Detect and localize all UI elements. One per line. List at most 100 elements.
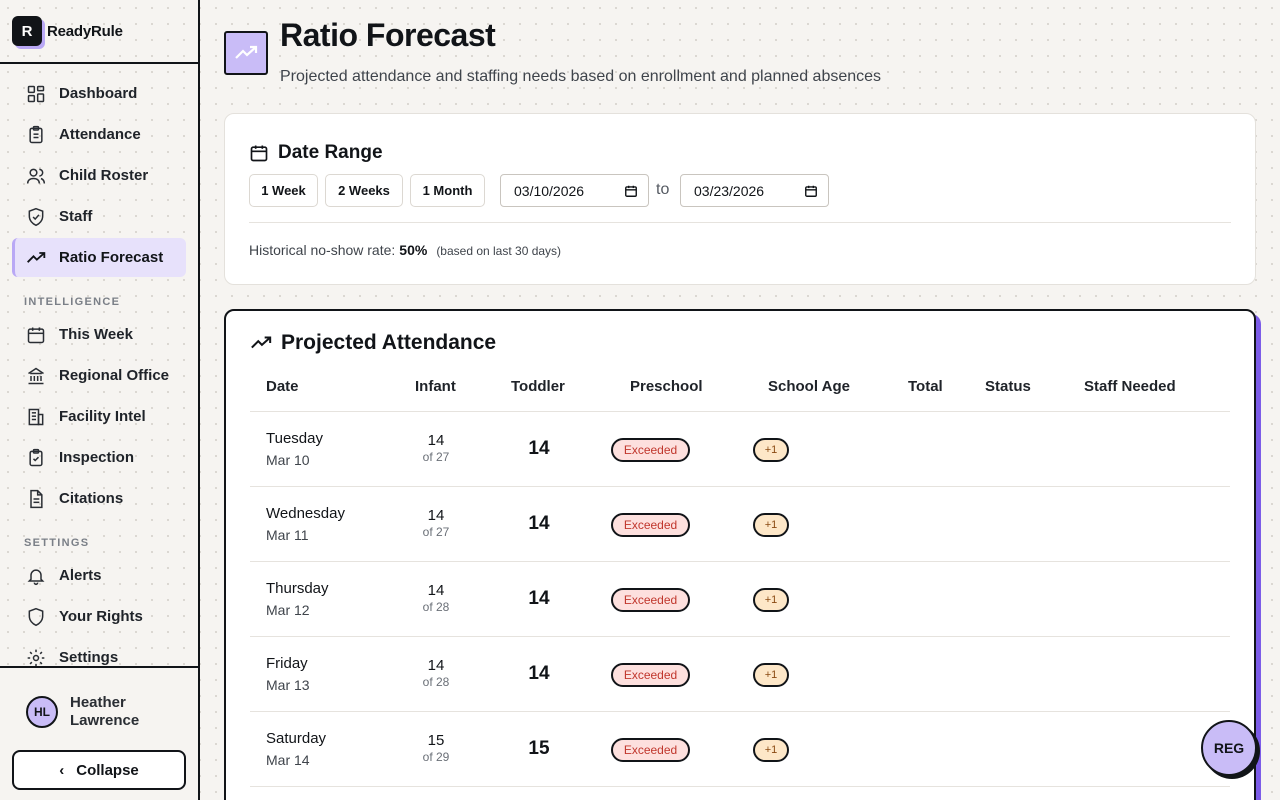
chevron-left-icon: ‹ bbox=[59, 761, 65, 779]
users-icon bbox=[26, 168, 46, 184]
infant-count: 15 bbox=[427, 732, 445, 749]
row-date: Mar 11 bbox=[266, 527, 309, 543]
sidebar-item-regional-office[interactable]: Regional Office bbox=[12, 356, 186, 395]
sidebar-item-alerts[interactable]: Alerts bbox=[12, 556, 186, 595]
sidebar-item-staff[interactable]: Staff bbox=[12, 197, 186, 236]
staff-delta-badge: +1 bbox=[753, 663, 789, 687]
noshow-rate: Historical no-show rate: 50% (based on l… bbox=[249, 242, 561, 258]
trending-up-icon bbox=[251, 336, 272, 349]
status-badge: Exceeded bbox=[611, 513, 690, 537]
attendance-title-text: Projected Attendance bbox=[281, 331, 497, 354]
sidebar: R ReadyRule Dashboard Attendance Child R… bbox=[0, 0, 200, 800]
building-icon bbox=[28, 408, 44, 425]
sidebar-nav: Dashboard Attendance Child Roster Staff … bbox=[12, 74, 186, 666]
sidebar-item-label: Citations bbox=[59, 490, 124, 507]
infant-capacity: of 27 bbox=[422, 450, 450, 464]
col-infant: Infant bbox=[415, 378, 456, 395]
infant-cell: 14 of 28 bbox=[396, 657, 476, 689]
row-day: Wednesday bbox=[266, 505, 345, 522]
infant-capacity: of 28 bbox=[422, 675, 450, 689]
row-date: Mar 14 bbox=[266, 752, 310, 768]
sidebar-item-label: Alerts bbox=[59, 567, 102, 584]
date-range-title: Date Range bbox=[249, 142, 383, 164]
infant-count: 14 bbox=[427, 582, 445, 599]
sidebar-item-label: This Week bbox=[59, 326, 133, 343]
row-day: Saturday bbox=[266, 730, 327, 747]
row-date: Mar 13 bbox=[266, 677, 310, 693]
row-day: Thursday bbox=[266, 580, 329, 597]
infant-count: 14 bbox=[427, 657, 445, 674]
row-date: Mar 10 bbox=[266, 452, 310, 468]
bell-icon bbox=[27, 568, 45, 585]
toddler-count: 14 bbox=[528, 588, 550, 609]
status-badge: Exceeded bbox=[611, 438, 690, 462]
file-text-icon bbox=[30, 489, 43, 508]
reg-floating-button[interactable]: REG bbox=[1201, 720, 1257, 776]
brand[interactable]: R ReadyRule bbox=[0, 0, 198, 64]
calendar-icon bbox=[250, 145, 268, 162]
sidebar-item-dashboard[interactable]: Dashboard bbox=[12, 74, 186, 113]
dashboard-icon bbox=[27, 85, 45, 102]
sidebar-item-settings[interactable]: Settings bbox=[12, 638, 186, 666]
date-range-card: Date Range 1 Week 2 Weeks 1 Month 03/10/… bbox=[224, 113, 1256, 285]
table-row[interactable]: Tuesday Mar 10 14 of 27 14 Exceeded +1 bbox=[250, 412, 1230, 487]
staff-delta-badge: +1 bbox=[753, 438, 789, 462]
page-title: Ratio Forecast bbox=[280, 17, 496, 53]
sidebar-item-facility-intel[interactable]: Facility Intel bbox=[12, 397, 186, 436]
gear-icon bbox=[27, 649, 45, 666]
row-date: Mar 12 bbox=[266, 602, 310, 618]
sidebar-item-label: Settings bbox=[59, 649, 119, 666]
start-date-input[interactable]: 03/10/2026 bbox=[500, 174, 649, 207]
sidebar-item-label: Ratio Forecast bbox=[59, 249, 164, 266]
sidebar-item-attendance[interactable]: Attendance bbox=[12, 115, 186, 154]
brand-logo: R bbox=[12, 16, 42, 46]
sidebar-item-ratio-forecast[interactable]: Ratio Forecast bbox=[12, 238, 186, 277]
noshow-note: (based on last 30 days) bbox=[436, 244, 562, 258]
calendar-icon bbox=[805, 185, 817, 197]
page-icon bbox=[224, 31, 268, 75]
user-name: Heather Lawrence bbox=[70, 694, 140, 729]
infant-cell: 14 of 27 bbox=[396, 432, 476, 464]
shield-check-icon bbox=[28, 207, 44, 226]
sidebar-item-label: Facility Intel bbox=[59, 408, 146, 425]
avatar: HL bbox=[26, 696, 58, 728]
col-date: Date bbox=[266, 378, 299, 395]
preset-1-week-button[interactable]: 1 Week bbox=[249, 174, 318, 207]
collapse-label: Collapse bbox=[76, 761, 139, 779]
sidebar-item-child-roster[interactable]: Child Roster bbox=[12, 156, 186, 195]
section-intelligence: INTELLIGENCE bbox=[24, 296, 121, 308]
sidebar-item-label: Regional Office bbox=[59, 367, 170, 384]
user-profile[interactable]: HL Heather Lawrence bbox=[0, 668, 198, 730]
infant-cell: 14 of 28 bbox=[396, 582, 476, 614]
collapse-button[interactable]: ‹ Collapse bbox=[12, 750, 186, 790]
sidebar-item-this-week[interactable]: This Week bbox=[12, 315, 186, 354]
col-staff-needed: Staff Needed bbox=[1084, 378, 1176, 395]
preset-2-weeks-button[interactable]: 2 Weeks bbox=[325, 174, 403, 207]
preset-1-month-button[interactable]: 1 Month bbox=[410, 174, 485, 207]
toddler-count: 14 bbox=[528, 513, 550, 534]
sidebar-item-citations[interactable]: Citations bbox=[12, 479, 186, 518]
end-date-input[interactable]: 03/23/2026 bbox=[680, 174, 829, 207]
staff-delta-badge: +1 bbox=[753, 588, 789, 612]
table-row[interactable]: Thursday Mar 12 14 of 28 14 Exceeded +1 bbox=[250, 562, 1230, 637]
table-row[interactable]: Saturday Mar 14 15 of 29 15 Exceeded +1 bbox=[250, 712, 1230, 787]
infant-count: 14 bbox=[427, 432, 445, 449]
sidebar-item-label: Dashboard bbox=[59, 85, 138, 102]
noshow-label: Historical no-show rate: bbox=[249, 242, 396, 258]
table-row[interactable]: Wednesday Mar 11 14 of 27 14 Exceeded +1 bbox=[250, 487, 1230, 562]
sidebar-item-your-rights[interactable]: Your Rights bbox=[12, 597, 186, 636]
trending-up-icon bbox=[27, 251, 46, 263]
sidebar-footer: HL Heather Lawrence ‹ Collapse bbox=[0, 666, 198, 800]
toddler-count: 15 bbox=[528, 738, 550, 759]
table-row[interactable]: Friday Mar 13 14 of 28 14 Exceeded +1 bbox=[250, 637, 1230, 712]
status-badge: Exceeded bbox=[611, 588, 690, 612]
end-date-value: 03/23/2026 bbox=[694, 182, 765, 199]
calendar-icon bbox=[625, 185, 637, 197]
trending-up-icon bbox=[235, 45, 258, 59]
calendar-icon bbox=[27, 327, 45, 343]
sidebar-item-inspection[interactable]: Inspection bbox=[12, 438, 186, 477]
infant-capacity: of 29 bbox=[422, 750, 450, 764]
infant-cell: 15 of 29 bbox=[396, 732, 476, 764]
infant-cell: 14 of 27 bbox=[396, 507, 476, 539]
sidebar-item-label: Staff bbox=[59, 208, 93, 225]
